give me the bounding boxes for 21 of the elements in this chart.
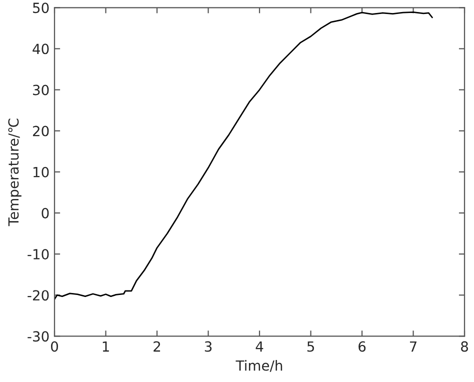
x-tick-label: 8: [461, 341, 468, 352]
y-tick-label: 30: [33, 84, 49, 96]
y-tick-label: 0: [42, 208, 49, 218]
y-tick-label: 20: [32, 126, 49, 136]
x-tick-label: 5: [307, 341, 314, 352]
x-tick-label: 0: [51, 341, 58, 352]
y-tick-label: 50: [33, 2, 49, 14]
line-series: [54, 11, 433, 300]
x-tick-label: 1: [102, 341, 109, 352]
y-tick-label: 10: [34, 166, 49, 178]
y-tick-label: 40: [32, 44, 49, 54]
y-tick-label: -20: [28, 290, 49, 301]
y-tick-label: -10: [28, 249, 49, 260]
y-tick-label: -30: [28, 331, 49, 342]
x-tick-label: 3: [204, 341, 212, 352]
x-tick-label: 4: [256, 341, 264, 352]
x-tick-label: 2: [154, 341, 160, 352]
x-axis-title: Time/h: [236, 360, 282, 372]
x-tick-label: 7: [410, 341, 416, 352]
y-axis-title: Temperature/℃: [8, 118, 22, 226]
x-tick-label: 6: [358, 341, 366, 352]
